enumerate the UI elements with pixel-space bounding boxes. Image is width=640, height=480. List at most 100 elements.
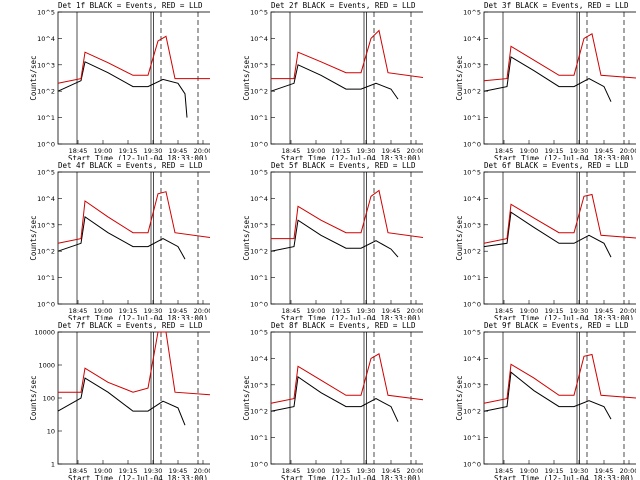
series-events xyxy=(270,64,399,100)
chart-title: Det 9f BLACK = Events, RED = LLD xyxy=(484,321,629,330)
x-tick-label: 19:30 xyxy=(144,307,163,315)
chart-svg: Det 3f BLACK = Events, RED = LLD 10^0 10^1… xyxy=(455,1,636,160)
x-tick-label: 19:00 xyxy=(520,147,539,155)
y-tick-label: 10^4 xyxy=(463,195,481,203)
y-tick-label: 10^2 xyxy=(250,408,268,416)
x-tick-label: 19:15 xyxy=(545,147,564,155)
x-tick-label: 19:30 xyxy=(570,467,589,475)
y-tick-label: 10 xyxy=(47,428,55,436)
y-tick-label: 10^3 xyxy=(463,381,481,389)
y-tick-label: 10^4 xyxy=(463,35,481,43)
x-tick-label: 19:45 xyxy=(382,147,401,155)
x-tick-label: 19:45 xyxy=(595,467,614,475)
series-events xyxy=(57,377,186,426)
x-tick-label: 19:45 xyxy=(169,307,188,315)
x-axis-label: Start Time (12-Jul-04 18:33:00) xyxy=(68,314,208,320)
chart-panel-det-7: Det 7f BLACK = Events, RED = LLD 1 10 100 10… xyxy=(0,320,210,480)
y-tick-label: 100 xyxy=(43,395,55,403)
x-tick-label: 19:30 xyxy=(357,467,376,475)
y-axis-label: Counts/sec xyxy=(29,375,38,420)
x-axis-label: Start Time (12-Jul-04 18:33:00) xyxy=(494,154,634,160)
x-tick-label: 20:00 xyxy=(407,467,423,475)
plot-frame xyxy=(483,11,636,145)
y-tick-label: 10^5 xyxy=(250,169,268,177)
plot-frame xyxy=(483,171,636,305)
y-tick-label: 10^1 xyxy=(250,434,268,442)
series-lld xyxy=(57,191,210,244)
x-tick-label: 19:15 xyxy=(332,307,351,315)
y-tick-label: 10^2 xyxy=(250,248,268,256)
x-axis-label: Start Time (12-Jul-04 18:33:00) xyxy=(281,474,421,480)
plot-frame xyxy=(270,331,423,465)
series-lld xyxy=(483,33,636,82)
x-tick-label: 20:00 xyxy=(194,147,210,155)
y-tick-label: 10^5 xyxy=(463,329,481,337)
series-lld xyxy=(271,29,423,80)
y-tick-label: 10^3 xyxy=(250,381,268,389)
chart-panel-det-9: Det 9f BLACK = Events, RED = LLD 10^0 10^1… xyxy=(426,320,636,480)
x-tick-label: 19:00 xyxy=(94,147,113,155)
x-tick-label: 18:45 xyxy=(495,147,514,155)
series-events xyxy=(270,219,399,258)
y-axis-label: Counts/sec xyxy=(242,375,251,420)
chart-title: Det 8f BLACK = Events, RED = LLD xyxy=(271,321,416,330)
x-tick-label: 19:30 xyxy=(357,307,376,315)
plot-frame xyxy=(57,171,210,305)
y-tick-label: 10^3 xyxy=(463,61,481,69)
y-tick-label: 10^3 xyxy=(250,61,268,69)
x-tick-label: 19:30 xyxy=(570,147,589,155)
x-tick-label: 19:30 xyxy=(357,147,376,155)
chart-panel-det-2: Det 2f BLACK = Events, RED = LLD 10^0 10^1… xyxy=(213,0,423,160)
x-tick-label: 19:00 xyxy=(307,467,326,475)
chart-svg: Det 6f BLACK = Events, RED = LLD 10^0 10^1… xyxy=(455,161,636,320)
y-tick-label: 10^1 xyxy=(463,274,481,282)
plot-frame xyxy=(57,11,210,145)
x-tick-label: 18:45 xyxy=(282,467,301,475)
x-tick-label: 20:00 xyxy=(407,307,423,315)
x-tick-label: 19:00 xyxy=(520,307,539,315)
series-events xyxy=(57,216,186,260)
x-tick-label: 18:45 xyxy=(69,467,88,475)
chart-title: Det 4f BLACK = Events, RED = LLD xyxy=(58,161,203,170)
chart-panel-det-1: Det 1f BLACK = Events, RED = LLD 10^0 10^1… xyxy=(0,0,210,160)
x-tick-label: 19:30 xyxy=(144,147,163,155)
chart-svg: Det 9f BLACK = Events, RED = LLD 10^0 10^1… xyxy=(455,321,636,480)
x-tick-label: 20:00 xyxy=(407,147,423,155)
y-tick-label: 10^0 xyxy=(250,141,268,149)
y-tick-label: 10^0 xyxy=(463,301,481,309)
y-tick-label: 10^5 xyxy=(250,9,268,17)
y-tick-label: 10^5 xyxy=(37,9,55,17)
chart-title: Det 7f BLACK = Events, RED = LLD xyxy=(58,321,203,330)
x-tick-label: 19:15 xyxy=(119,147,138,155)
x-tick-label: 18:45 xyxy=(69,307,88,315)
y-tick-label: 10^2 xyxy=(463,408,481,416)
chart-svg: Det 2f BLACK = Events, RED = LLD 10^0 10^1… xyxy=(242,1,423,160)
y-axis-label: Counts/sec xyxy=(455,375,464,420)
x-axis-label: Start Time (12-Jul-04 18:33:00) xyxy=(281,314,421,320)
series-lld xyxy=(271,189,423,240)
x-tick-label: 18:45 xyxy=(282,307,301,315)
y-axis-label: Counts/sec xyxy=(242,55,251,100)
chart-title: Det 2f BLACK = Events, RED = LLD xyxy=(271,1,416,10)
y-tick-label: 10^3 xyxy=(37,221,55,229)
plot-frame xyxy=(270,11,423,145)
y-tick-label: 10^4 xyxy=(37,35,55,43)
x-tick-label: 19:15 xyxy=(545,467,564,475)
x-tick-label: 20:00 xyxy=(194,467,210,475)
x-tick-label: 19:00 xyxy=(520,467,539,475)
x-tick-label: 19:00 xyxy=(94,307,113,315)
x-tick-label: 18:45 xyxy=(495,467,514,475)
y-tick-label: 10^0 xyxy=(250,301,268,309)
chart-title: Det 3f BLACK = Events, RED = LLD xyxy=(484,1,629,10)
chart-svg: Det 1f BLACK = Events, RED = LLD 10^0 10^1… xyxy=(29,1,210,160)
y-tick-label: 10^4 xyxy=(250,35,268,43)
y-tick-label: 1 xyxy=(51,461,55,469)
x-tick-label: 19:00 xyxy=(307,307,326,315)
y-tick-label: 10^1 xyxy=(37,274,55,282)
y-tick-label: 10^3 xyxy=(37,61,55,69)
y-tick-label: 10^4 xyxy=(250,355,268,363)
x-tick-label: 19:00 xyxy=(94,467,113,475)
chart-panel-det-5: Det 5f BLACK = Events, RED = LLD 10^0 10^1… xyxy=(213,160,423,320)
x-tick-label: 20:00 xyxy=(194,307,210,315)
